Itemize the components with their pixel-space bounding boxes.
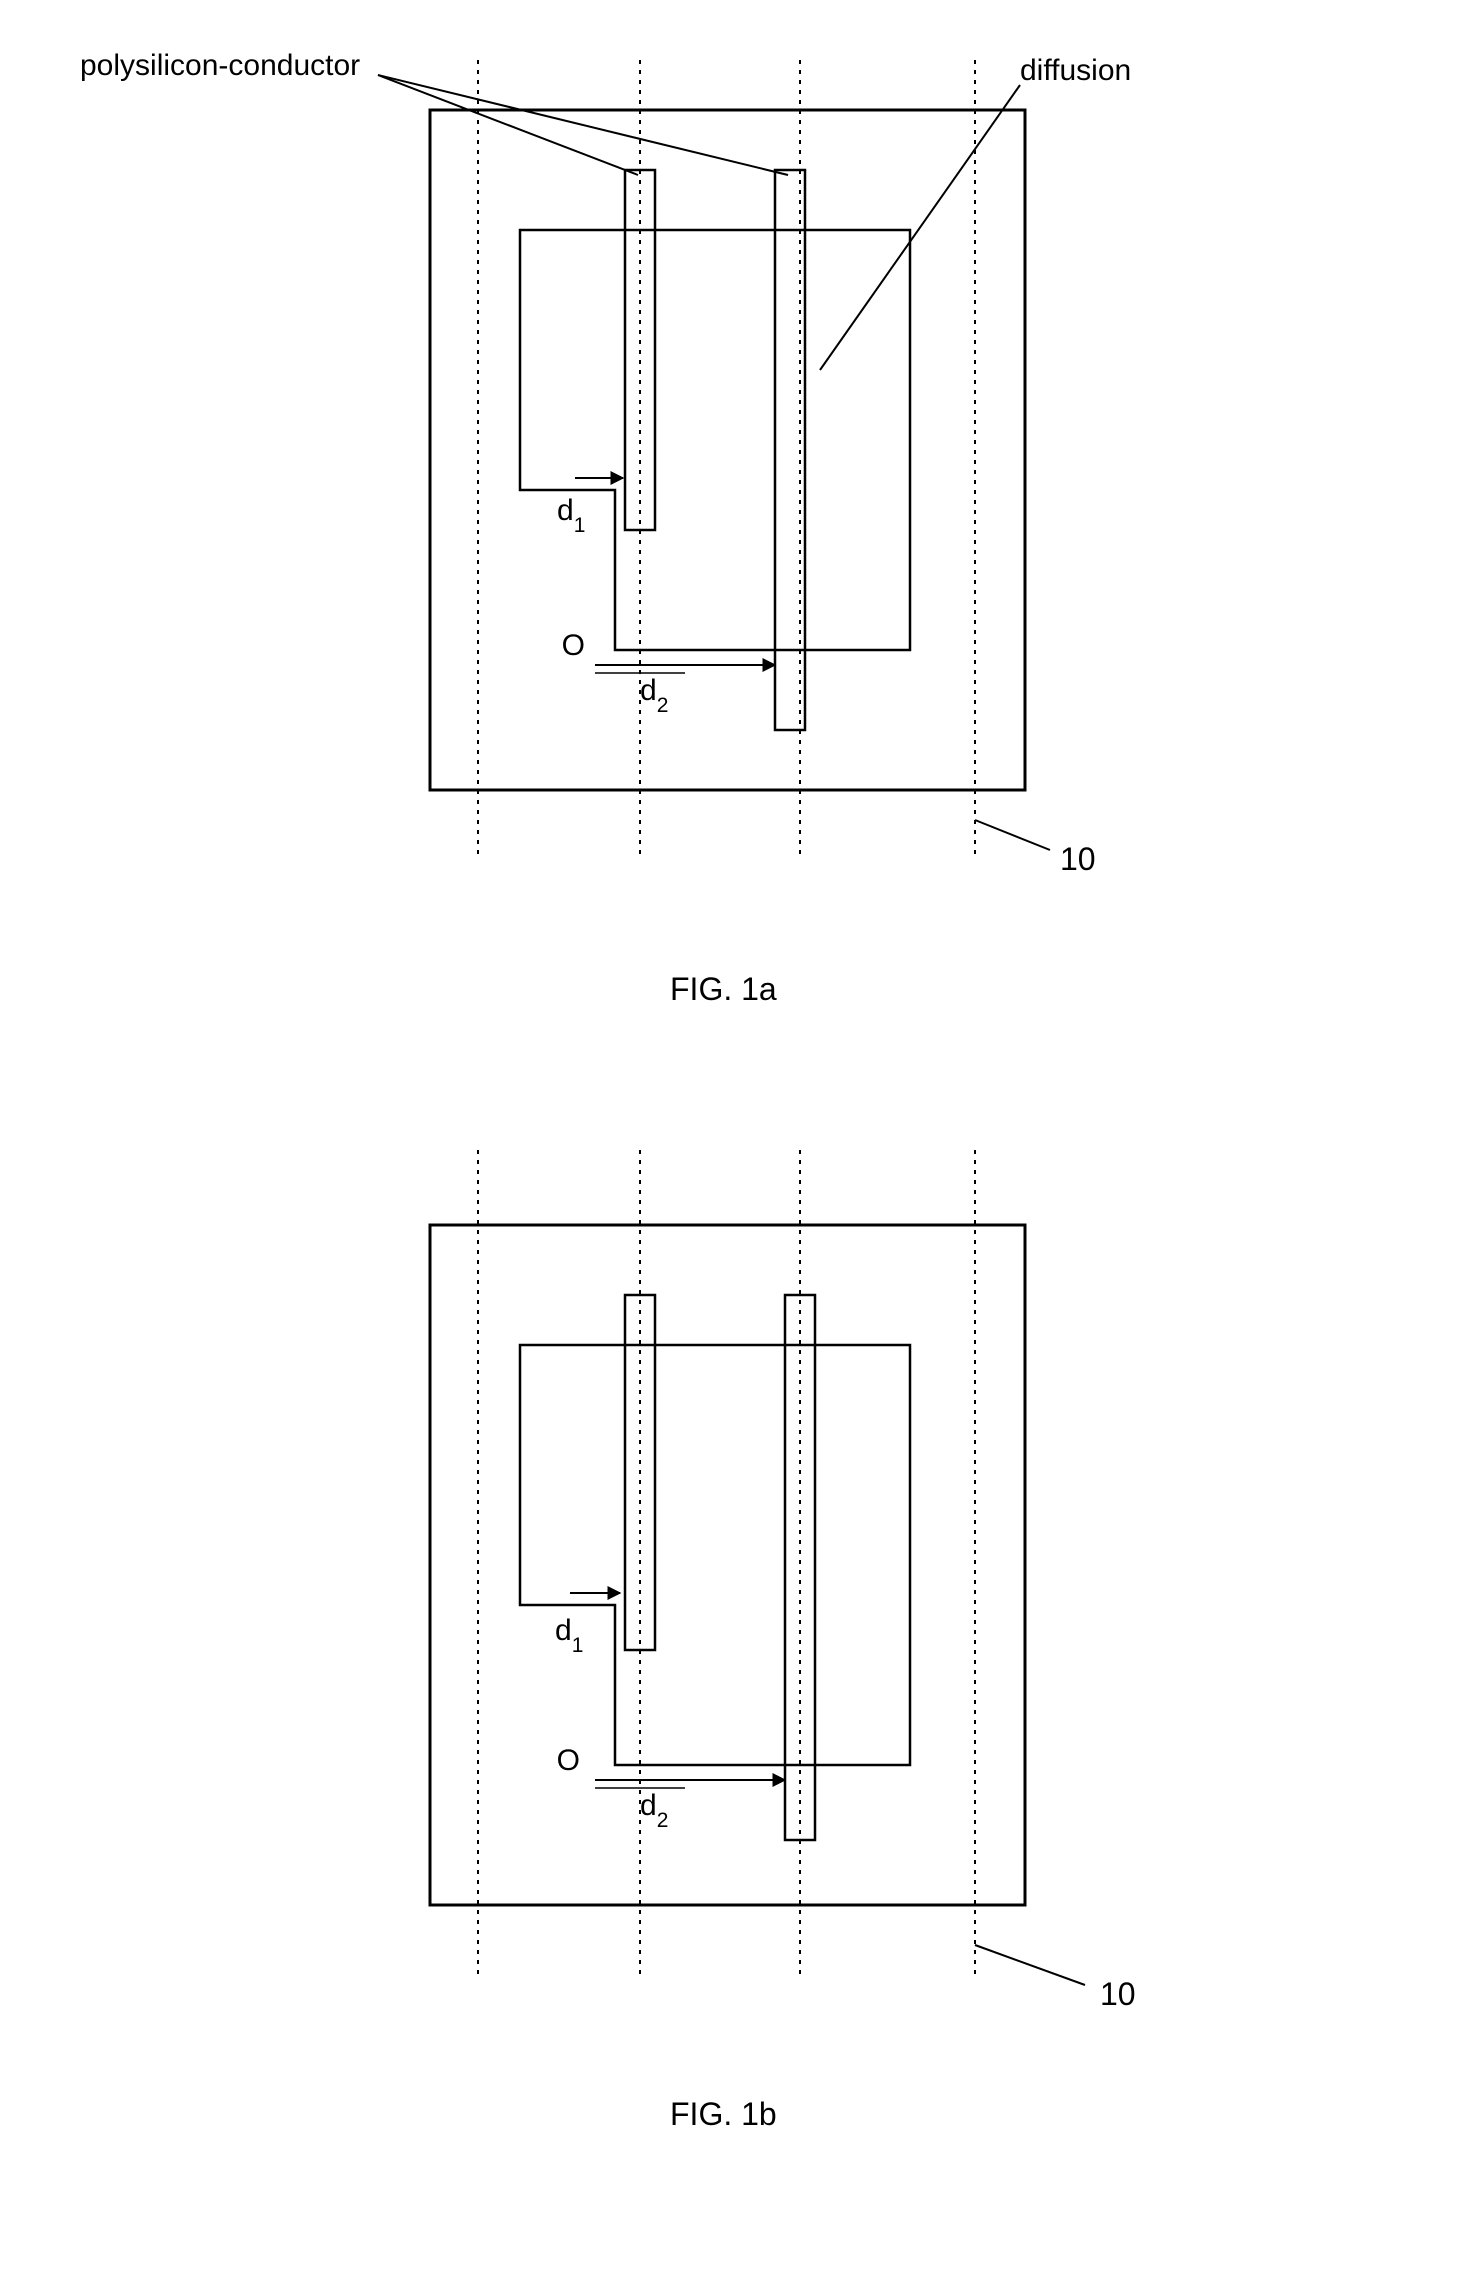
- origin-label: O: [562, 629, 585, 662]
- figure-caption: FIG. 1a: [670, 971, 777, 1007]
- label-polysilicon: polysilicon-conductor: [80, 49, 360, 82]
- dimension-label: d2: [640, 674, 668, 717]
- poly-conductor-2: [785, 1295, 815, 1840]
- figure-caption: FIG. 1b: [670, 2096, 777, 2132]
- label-leader: [378, 75, 788, 175]
- dimension-label: d1: [555, 1614, 583, 1657]
- diffusion-region: [520, 230, 910, 650]
- origin-label: O: [557, 1744, 580, 1777]
- label-diffusion: diffusion: [1020, 54, 1131, 87]
- label-leader: [378, 75, 638, 175]
- diffusion-region: [520, 1345, 910, 1765]
- reference-number: 10: [1100, 1976, 1136, 2012]
- label-leader: [820, 85, 1020, 370]
- reference-leader: [975, 820, 1050, 850]
- reference-number: 10: [1060, 841, 1096, 877]
- reference-leader: [975, 1945, 1085, 1985]
- dimension-label: d1: [557, 494, 585, 537]
- dimension-label: d2: [640, 1789, 668, 1832]
